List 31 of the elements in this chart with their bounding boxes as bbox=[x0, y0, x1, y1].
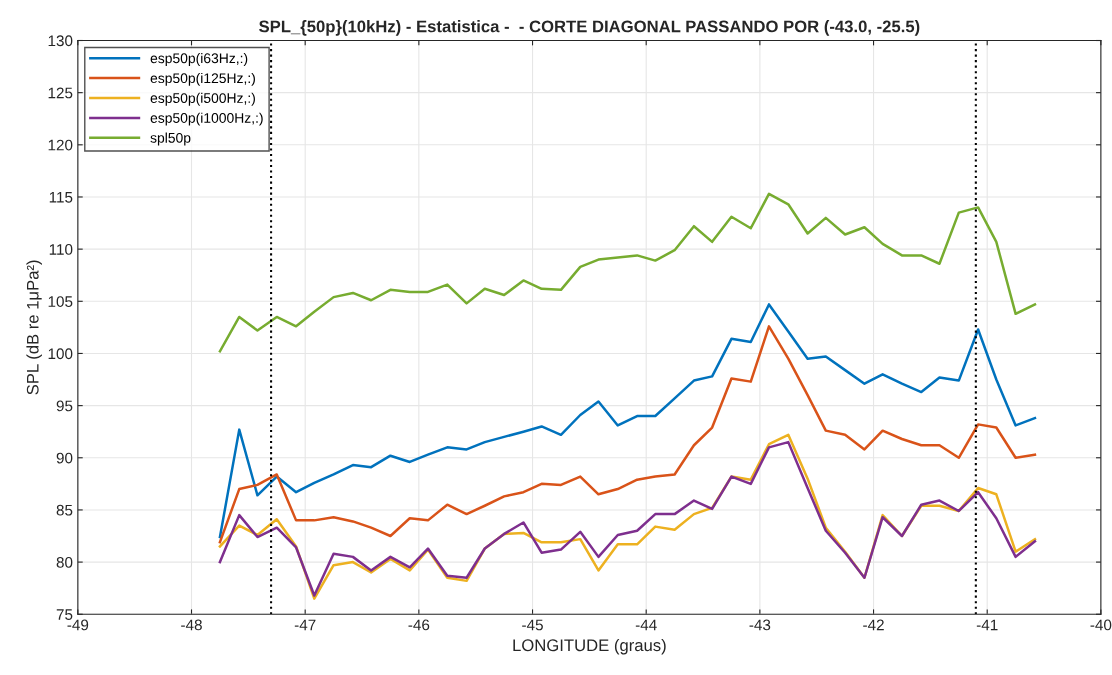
y-tick-label: 100 bbox=[48, 348, 73, 360]
x-tick-label: -46 bbox=[408, 619, 430, 631]
x-tick-label: -45 bbox=[522, 619, 543, 631]
x-tick-label: -43 bbox=[749, 619, 771, 631]
legend-label: esp50p(i1000Hz,:) bbox=[150, 112, 263, 126]
x-tick-label: -48 bbox=[181, 619, 202, 631]
x-axis-title: LONGITUDE (graus) bbox=[513, 638, 666, 655]
y-tick-label: 110 bbox=[49, 244, 73, 255]
x-tick-label: -47 bbox=[294, 619, 316, 631]
legend-label: spl50p bbox=[150, 132, 191, 146]
y-tick-label: 120 bbox=[48, 139, 73, 151]
x-tick-label: -44 bbox=[635, 619, 657, 631]
y-tick-label: 105 bbox=[48, 296, 73, 307]
y-tick-label: 130 bbox=[48, 35, 73, 47]
y-tick-label: 95 bbox=[56, 400, 73, 412]
x-tick-label: -49 bbox=[67, 619, 89, 631]
legend-label: esp50p(i63Hz,:) bbox=[150, 53, 248, 66]
y-tick-label: 80 bbox=[56, 556, 73, 568]
x-tick-label: -40 bbox=[1090, 619, 1112, 631]
y-tick-label: 125 bbox=[48, 87, 73, 99]
chart-title: SPL_{50p}(10kHz) - Estatistica - - CORTE DIAGONAL PASSANDO POR (-43.0, -25.5) bbox=[259, 20, 920, 36]
y-tick-label: 115 bbox=[49, 192, 73, 203]
y-tick-label: 85 bbox=[56, 504, 73, 516]
y-tick-label: 90 bbox=[56, 452, 73, 464]
legend-label: esp50p(i125Hz,:) bbox=[150, 72, 255, 86]
x-tick-label: -42 bbox=[863, 619, 884, 631]
y-tick-label: 75 bbox=[56, 609, 73, 620]
y-axis-title: SPL (dB re 1μPa²) bbox=[26, 260, 42, 395]
legend-label: esp50p(i500Hz,:) bbox=[150, 92, 255, 106]
line-series bbox=[218, 192, 1037, 353]
x-tick-label: -41 bbox=[976, 619, 998, 631]
